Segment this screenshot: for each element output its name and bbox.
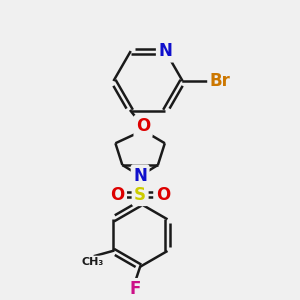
Text: CH₃: CH₃ [82, 257, 104, 267]
Text: F: F [130, 280, 141, 298]
Text: O: O [136, 118, 150, 136]
Text: S: S [134, 186, 146, 204]
Text: N: N [133, 167, 147, 185]
Text: Br: Br [210, 72, 231, 90]
Text: O: O [156, 186, 170, 204]
Text: N: N [158, 42, 172, 60]
Text: O: O [110, 186, 124, 204]
